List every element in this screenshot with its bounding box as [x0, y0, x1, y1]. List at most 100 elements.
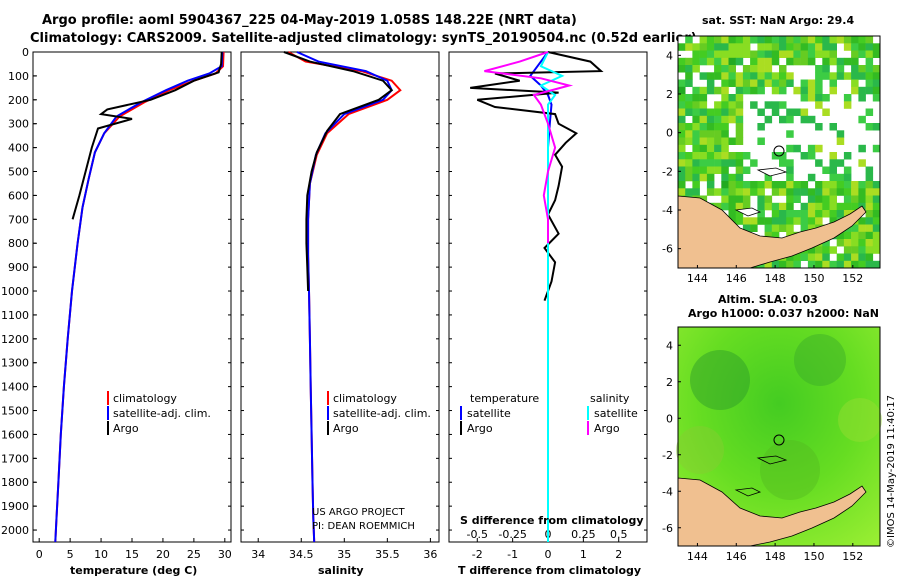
lon-tick-label: 150: [803, 272, 824, 285]
sst-cell: [735, 101, 744, 109]
sst-cell: [678, 86, 686, 95]
project-annotation: US ARGO PROJECT: [312, 507, 406, 518]
sst-cell: [678, 115, 686, 124]
sst-cell: [807, 210, 816, 218]
series-line-climatology: [54, 51, 225, 543]
sst-cell: [829, 152, 837, 160]
x-tick-label: 30: [218, 548, 232, 561]
sst-cell: [764, 231, 773, 240]
sst-cell: [742, 181, 751, 189]
sst-cell: [771, 202, 780, 211]
sst-cell: [742, 224, 751, 232]
sst-cell: [706, 152, 715, 160]
sst-cell: [851, 224, 859, 232]
sst-cell: [692, 57, 700, 66]
sst-cell: [706, 173, 715, 182]
series-line-climatology: [287, 51, 402, 543]
sst-cell: [865, 166, 874, 174]
sst-cell: [843, 181, 852, 189]
sst-cell: [764, 115, 773, 124]
sst-cell: [735, 159, 744, 167]
sst-cell: [714, 144, 722, 153]
sst-cell: [721, 159, 729, 167]
lat-tick-label: 0: [666, 412, 673, 425]
sst-cell: [843, 101, 852, 109]
series-line-s-argo: [484, 51, 574, 244]
sst-cell: [807, 36, 816, 44]
sst-cell: [786, 43, 794, 51]
lon-tick-label: 150: [803, 550, 824, 563]
depth-tick-label: 1200: [1, 333, 29, 346]
sst-cell: [858, 159, 866, 167]
sst-cell: [807, 224, 816, 232]
sst-cell: [764, 79, 773, 87]
sst-cell: [757, 65, 765, 73]
legend-satellite: satellite-adj. clim.: [113, 407, 211, 420]
sst-cell: [706, 166, 715, 174]
sst-cell: [793, 86, 801, 95]
sst-cell: [843, 152, 852, 160]
sst-cell: [807, 50, 816, 58]
sla-cell: [760, 440, 820, 500]
sst-cell: [757, 57, 765, 66]
sst-cell: [692, 173, 700, 182]
series-line-satellite-adj-clim-: [296, 51, 393, 543]
sst-cell: [714, 43, 722, 51]
sst-cell: [721, 144, 729, 153]
sst-cell: [851, 231, 859, 240]
sst-cell: [692, 65, 700, 73]
sst-cell: [735, 50, 744, 58]
salinity-frame: [240, 51, 440, 543]
sst-cell: [836, 181, 845, 189]
sst-cell: [742, 50, 751, 58]
sst-cell: [728, 108, 736, 116]
sst-cell: [858, 253, 866, 261]
x-tick-label: 20: [156, 548, 170, 561]
sst-cell: [728, 94, 736, 102]
sst-cell: [685, 152, 693, 160]
sst-cell: [829, 181, 837, 189]
sst-cell: [771, 210, 780, 218]
difference-lines: [470, 51, 604, 542]
sst-cell: [807, 173, 816, 182]
sst-cell: [685, 72, 693, 80]
sst-cell: [822, 246, 830, 254]
sst-cell: [699, 173, 708, 182]
lat-tick-label: -2: [662, 449, 673, 462]
depth-tick-label: 0: [22, 46, 29, 59]
sst-cell: [786, 108, 794, 116]
sst-cell: [685, 108, 693, 116]
sst-cell: [721, 79, 729, 87]
sst-cell: [699, 50, 708, 58]
sst-cell: [706, 137, 715, 145]
sst-cell: [872, 144, 881, 153]
sst-cell: [843, 43, 852, 51]
sst-cell: [807, 202, 816, 211]
sst-cell: [865, 123, 874, 131]
sst-cell: [872, 123, 881, 131]
sst-cell: [771, 86, 780, 95]
sst-cell: [699, 130, 708, 138]
sst-cell: [714, 130, 722, 138]
lon-tick-label: 148: [765, 550, 786, 563]
sst-cell: [714, 115, 722, 124]
sst-cell: [735, 188, 744, 196]
sst-cell: [721, 188, 729, 196]
land-new-guinea: [677, 477, 867, 547]
sst-cell: [822, 202, 830, 211]
sla-cell: [838, 398, 882, 442]
sst-cell: [800, 152, 809, 160]
x-tick-label: -1: [507, 548, 518, 561]
s-diff-tick-label: 0.5: [610, 528, 628, 541]
sst-cell: [807, 217, 816, 225]
sst-cell: [836, 239, 845, 247]
sst-cell: [829, 86, 837, 95]
sst-cell: [858, 217, 866, 225]
sst-cell: [872, 86, 881, 95]
x-tick-label: 15: [125, 548, 139, 561]
sst-cell: [771, 224, 780, 232]
sst-cell: [728, 72, 736, 80]
depth-tick-label: 100: [8, 70, 29, 83]
sst-cell: [872, 195, 881, 203]
